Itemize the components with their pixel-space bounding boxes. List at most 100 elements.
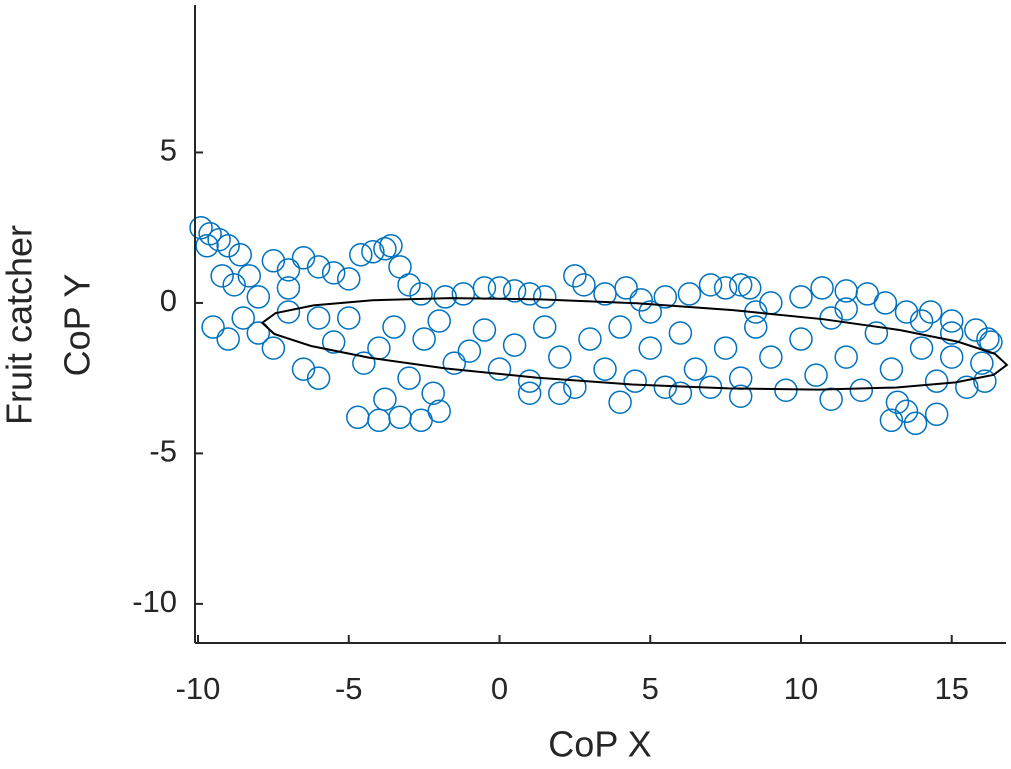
y-axis-label: Fruit catcher: [0, 225, 40, 425]
scatter-point: [346, 405, 370, 430]
scatter-point: [409, 282, 433, 306]
ellipse: [260, 297, 1009, 391]
scatter-point: [955, 375, 979, 399]
scatter-point: [728, 384, 753, 408]
scatter-point: [885, 390, 910, 414]
scatter-point: [614, 276, 638, 300]
scatter-point: [563, 375, 587, 399]
scatter-point: [698, 273, 723, 297]
scatter-point: [276, 258, 301, 282]
y-tick-label: 5: [160, 133, 177, 168]
scatter-point: [457, 339, 482, 363]
scatter-point: [713, 276, 738, 300]
scatter-point: [819, 387, 843, 411]
x-tick-label: 15: [934, 671, 968, 706]
scatter-point: [563, 264, 587, 288]
scatter-point: [388, 405, 412, 430]
scatter-point: [909, 336, 934, 360]
scatter-point: [532, 315, 557, 339]
scatter-point: [337, 306, 361, 330]
x-tick-label: 5: [642, 671, 659, 706]
scatter-point: [228, 243, 252, 267]
scatter-point: [548, 381, 572, 405]
scatter-point: [291, 246, 316, 270]
scatter-point: [894, 300, 919, 324]
scatter-point: [834, 297, 858, 321]
scatter-point: [195, 234, 219, 258]
x-axis-label: CoP X: [548, 724, 651, 765]
scatter-point: [222, 273, 246, 297]
scatter-point: [653, 285, 678, 309]
scatter-point: [412, 327, 436, 351]
scatter-point: [382, 315, 406, 339]
y-tick-label: -5: [149, 434, 177, 469]
scatter-point: [924, 402, 949, 427]
scatter-point: [246, 285, 271, 309]
scatter-point: [451, 282, 476, 306]
scatter-point: [939, 345, 964, 369]
scatter-point: [502, 279, 527, 303]
scatter-point: [864, 321, 889, 345]
scatter-point: [421, 381, 445, 405]
scatter-point: [427, 399, 451, 424]
x-tick-label: -10: [176, 671, 221, 706]
scatter-point: [487, 276, 512, 300]
x-tick-label: 0: [491, 671, 508, 706]
scatter-point: [804, 363, 828, 387]
scatter-point: [367, 408, 391, 433]
scatter-point: [216, 327, 240, 351]
scatter-point: [879, 408, 904, 433]
scatter-point: [276, 276, 301, 300]
scatter-point: [789, 327, 813, 351]
scatter-point: [261, 336, 286, 360]
scatter-point: [216, 234, 240, 258]
scatter-point: [517, 369, 542, 393]
scatter-point: [970, 351, 994, 375]
scatter-point: [608, 390, 632, 414]
scatter-point: [231, 306, 255, 330]
scatter-point: [879, 357, 904, 381]
scatter-point: [367, 336, 391, 360]
scatter-point: [737, 276, 762, 300]
scatter-point: [532, 285, 557, 309]
scatter-point: [608, 315, 632, 339]
scatter-point: [349, 243, 373, 267]
scatter-point: [578, 327, 602, 351]
scatter-point: [306, 366, 331, 390]
scatter-point: [976, 327, 1000, 351]
scatter-point: [237, 264, 262, 288]
scatter-point: [397, 366, 421, 390]
scatter-point: [834, 345, 858, 369]
scatter-point: [517, 282, 542, 306]
scatter-point: [572, 273, 596, 297]
scatter-point: [427, 309, 451, 333]
scatter-point: [638, 300, 662, 324]
scatter-point: [873, 291, 898, 315]
scatter-point: [973, 369, 997, 393]
scatter-point: [759, 345, 783, 369]
scatter-point: [472, 318, 497, 342]
scatter-point: [261, 249, 286, 273]
scatter-point: [909, 309, 934, 333]
y-tick-label: 0: [160, 283, 177, 318]
scatter-point: [210, 264, 234, 288]
scatter-point: [442, 351, 467, 375]
scatter-point: [548, 345, 572, 369]
scatter-point: [517, 381, 542, 405]
scatter-point: [593, 282, 617, 306]
scatter-point: [683, 357, 708, 381]
x-tick-label: 10: [784, 671, 818, 706]
x-tick-label: -5: [335, 671, 363, 706]
scatter-point: [306, 255, 331, 279]
scatter-point: [894, 399, 919, 424]
scatter-point: [361, 240, 385, 264]
scatter-point: [373, 237, 397, 261]
scatter-point: [939, 309, 964, 333]
scatter-point: [321, 330, 346, 354]
scatter-point: [593, 357, 617, 381]
scatter-point: [379, 234, 403, 258]
scatter-point: [337, 267, 361, 291]
scatter-point: [924, 369, 949, 393]
